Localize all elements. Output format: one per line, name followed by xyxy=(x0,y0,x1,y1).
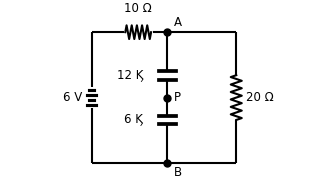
Text: P: P xyxy=(174,91,180,104)
Text: 10 Ω: 10 Ω xyxy=(124,2,152,15)
Text: 20 Ω: 20 Ω xyxy=(246,91,274,104)
Text: 12 Ϗ: 12 Ϗ xyxy=(117,69,143,82)
Text: A: A xyxy=(174,16,181,29)
Text: 6 Ϗ: 6 Ϗ xyxy=(125,113,143,126)
Text: 6 V: 6 V xyxy=(63,91,82,104)
Text: B: B xyxy=(174,166,182,179)
